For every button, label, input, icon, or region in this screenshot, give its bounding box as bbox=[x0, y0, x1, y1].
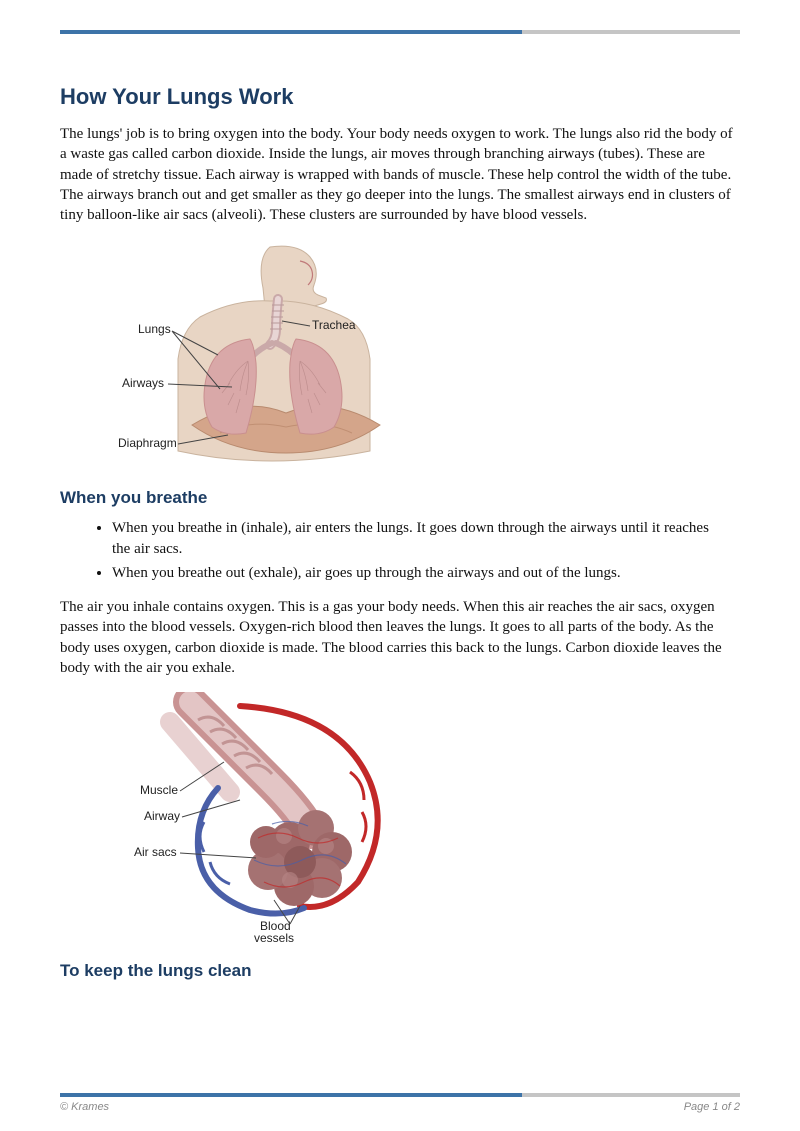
list-item: When you breathe out (exhale), air goes … bbox=[112, 563, 740, 583]
breathe-bullets: When you breathe in (inhale), air enters… bbox=[60, 518, 740, 583]
label-lungs: Lungs bbox=[138, 322, 171, 336]
label-diaphragm: Diaphragm bbox=[118, 436, 177, 450]
list-item: When you breathe in (inhale), air enters… bbox=[112, 518, 740, 559]
label-airway: Airway bbox=[144, 809, 180, 823]
intro-paragraph: The lungs' job is to bring oxygen into t… bbox=[60, 124, 740, 225]
label-blood-vessels-2: vessels bbox=[254, 931, 294, 942]
section-heading-clean: To keep the lungs clean bbox=[60, 961, 740, 981]
label-trachea: Trachea bbox=[312, 318, 356, 332]
figure-lungs-torso: Lungs Trachea Airways Diaphragm bbox=[100, 239, 740, 474]
page-footer: © Krames Page 1 of 2 bbox=[60, 1093, 740, 1113]
label-muscle: Muscle bbox=[140, 783, 178, 797]
section-heading-breathe: When you breathe bbox=[60, 488, 740, 508]
page-title: How Your Lungs Work bbox=[60, 84, 740, 110]
footer-page-number: Page 1 of 2 bbox=[684, 1101, 740, 1113]
oxygen-paragraph: The air you inhale contains oxygen. This… bbox=[60, 597, 740, 678]
footer-copyright: © Krames bbox=[60, 1101, 109, 1113]
label-air-sacs: Air sacs bbox=[134, 845, 177, 859]
figure-alveoli: Muscle Airway Air sacs Blood vessels bbox=[100, 692, 740, 947]
label-airways: Airways bbox=[122, 376, 164, 390]
top-rule bbox=[60, 30, 740, 34]
